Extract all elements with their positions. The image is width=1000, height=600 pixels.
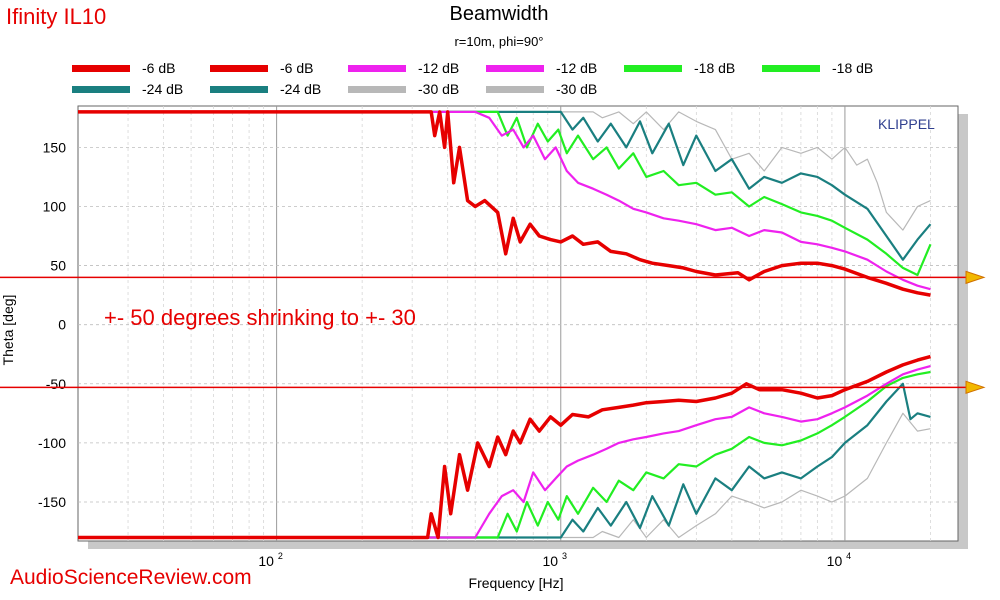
- legend-label: -6 dB: [280, 60, 314, 76]
- x-tick-label: 10 2: [258, 551, 282, 569]
- product-title: Ifinity IL10: [6, 4, 107, 29]
- series-line-6db-lower: [78, 354, 931, 540]
- legend-label: -6 dB: [142, 60, 176, 76]
- legend-label: -24 dB: [280, 81, 322, 97]
- chart-title: Beamwidth: [449, 3, 549, 25]
- y-tick-label: -100: [38, 435, 66, 451]
- y-tick-label: 100: [43, 198, 67, 214]
- grid-lines: [78, 106, 958, 541]
- series-line-6db-upper: [78, 110, 931, 297]
- series-line-30db-lower: [78, 412, 931, 539]
- chart-subtitle: r=10m, phi=90°: [454, 34, 544, 49]
- legend-swatch: [72, 86, 130, 93]
- y-tick-label: -150: [38, 494, 66, 510]
- legend-swatch: [762, 65, 820, 72]
- legend-swatch: [624, 65, 682, 72]
- legend-label: -18 dB: [694, 60, 736, 76]
- y-axis-label: Theta [deg]: [0, 294, 16, 366]
- klippel-logo-text: KLIPPEL: [878, 116, 935, 132]
- legend-swatch: [486, 86, 544, 93]
- legend-swatch: [72, 65, 130, 72]
- legend-label: -12 dB: [556, 60, 598, 76]
- x-tick-label: 10 4: [827, 551, 851, 569]
- y-tick-label: 0: [58, 317, 66, 333]
- chart-annotation: +- 50 degrees shrinking to +- 30: [104, 305, 416, 330]
- legend-swatch: [348, 65, 406, 72]
- series-line-12db-lower: [78, 365, 931, 539]
- reference-arrow-1: [965, 270, 986, 285]
- series-line-24db-upper: [78, 110, 932, 261]
- legend-label: -30 dB: [418, 81, 460, 97]
- y-tick-label: 50: [50, 258, 66, 274]
- y-tick-label: 150: [43, 139, 67, 155]
- legend-swatch: [210, 86, 268, 93]
- reference-arrow-2: [965, 380, 986, 395]
- series-group: [78, 110, 932, 540]
- legend-swatch: [486, 65, 544, 72]
- series-line-18db-lower: [78, 370, 931, 539]
- legend-label: -18 dB: [832, 60, 874, 76]
- legend-label: -12 dB: [418, 60, 460, 76]
- x-axis-label: Frequency [Hz]: [468, 575, 564, 591]
- series-line-30db-upper: [78, 111, 931, 231]
- plot-frame: [77, 105, 959, 542]
- y-tick-label: -50: [46, 376, 66, 392]
- series-line-18db-upper: [78, 110, 932, 277]
- legend-label: -24 dB: [142, 81, 184, 97]
- series-line-24db-lower: [78, 382, 931, 539]
- x-tick-label: 10 3: [543, 551, 567, 569]
- legend-swatch: [348, 86, 406, 93]
- site-watermark: AudioScienceReview.com: [10, 566, 252, 589]
- series-line-12db-upper: [78, 110, 931, 291]
- legend-label: -30 dB: [556, 81, 598, 97]
- legend-swatch: [210, 65, 268, 72]
